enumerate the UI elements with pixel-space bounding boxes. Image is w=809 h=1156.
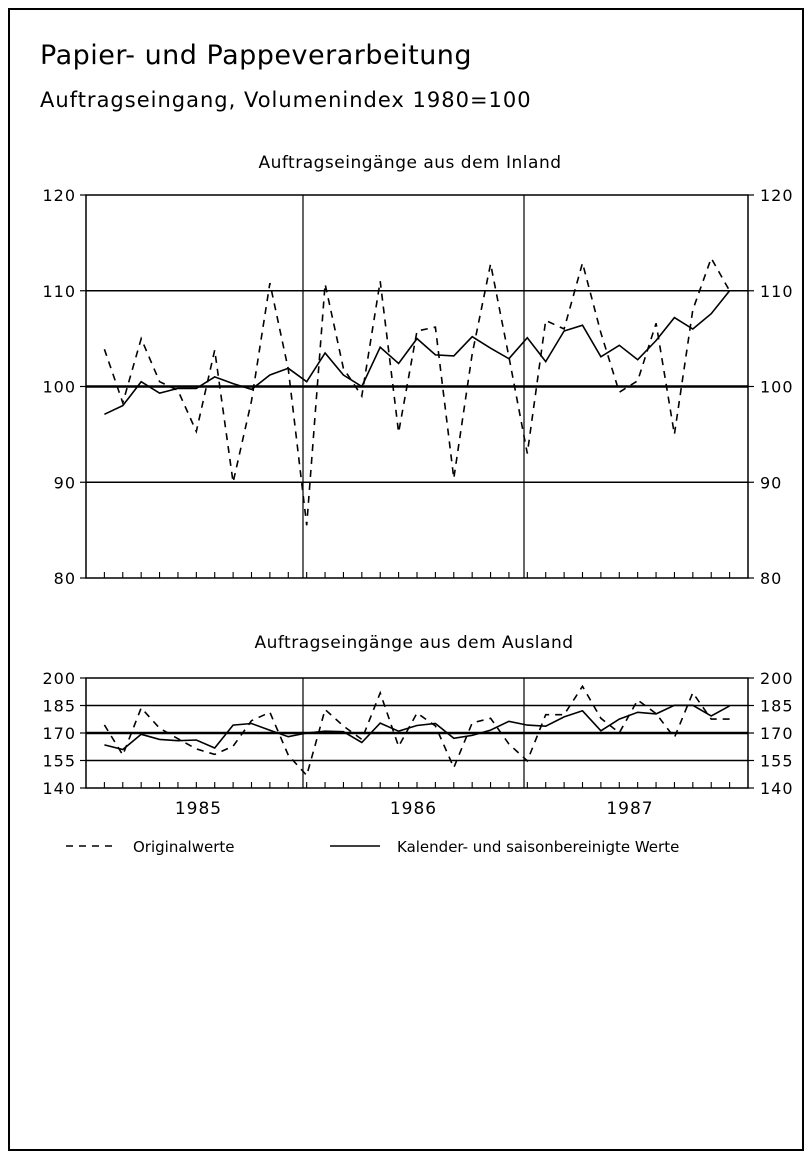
legend: Originalwerte Kalender- und saisonberein… bbox=[66, 838, 679, 856]
year-label-2: 1987 bbox=[606, 799, 653, 819]
ytick-label-right-0-2: 100 bbox=[760, 378, 794, 397]
series-adjusted-1 bbox=[104, 704, 730, 751]
ytick-label-right-1-0: 140 bbox=[760, 779, 794, 798]
ytick-label-left-1-3: 185 bbox=[42, 697, 76, 716]
ytick-label-left-0-0: 80 bbox=[54, 569, 76, 588]
ytick-label-left-1-0: 140 bbox=[42, 779, 76, 798]
ytick-label-left-0-1: 90 bbox=[54, 473, 76, 492]
year-label-0: 1985 bbox=[175, 799, 222, 819]
legend-adjusted-label: Kalender- und saisonbereinigte Werte bbox=[397, 838, 679, 856]
panel-title-inland: Auftragseingänge aus dem Inland bbox=[258, 153, 561, 173]
ytick-label-right-0-1: 90 bbox=[760, 473, 782, 492]
ytick-label-right-0-0: 80 bbox=[760, 569, 782, 588]
chart-frame bbox=[8, 8, 804, 1151]
year-label-1: 1986 bbox=[390, 799, 437, 819]
ytick-label-right-1-2: 170 bbox=[760, 724, 794, 743]
ytick-label-right-0-3: 110 bbox=[760, 282, 794, 301]
chart-panel-ausland: Auftragseingänge aus dem Ausland 140 140 1… bbox=[42, 633, 794, 819]
chart-panel-inland: Auftragseingänge aus dem Inland 80 80 90 90… bbox=[42, 153, 794, 588]
ytick-label-right-1-3: 185 bbox=[760, 697, 794, 716]
page-subtitle: Auftragseingang, Volumenindex 1980=100 bbox=[40, 88, 532, 112]
series-adjusted-0 bbox=[104, 290, 731, 416]
ytick-label-left-1-4: 200 bbox=[42, 669, 76, 688]
ytick-label-left-0-4: 120 bbox=[42, 186, 76, 205]
series-original-1 bbox=[103, 684, 730, 778]
panel-title-ausland: Auftragseingänge aus dem Ausland bbox=[254, 633, 573, 653]
ytick-label-right-0-4: 120 bbox=[760, 186, 794, 205]
ytick-label-left-1-2: 170 bbox=[42, 724, 76, 743]
ytick-label-left-0-3: 110 bbox=[42, 282, 76, 301]
legend-original-label: Originalwerte bbox=[133, 838, 234, 856]
series-original-0 bbox=[103, 256, 731, 526]
ytick-label-left-1-1: 155 bbox=[42, 752, 76, 771]
ytick-label-right-1-4: 200 bbox=[760, 669, 794, 688]
page-title: Papier- und Pappeverarbeitung bbox=[40, 40, 473, 71]
ytick-label-right-1-1: 155 bbox=[760, 752, 794, 771]
ytick-label-left-0-2: 100 bbox=[42, 378, 76, 397]
